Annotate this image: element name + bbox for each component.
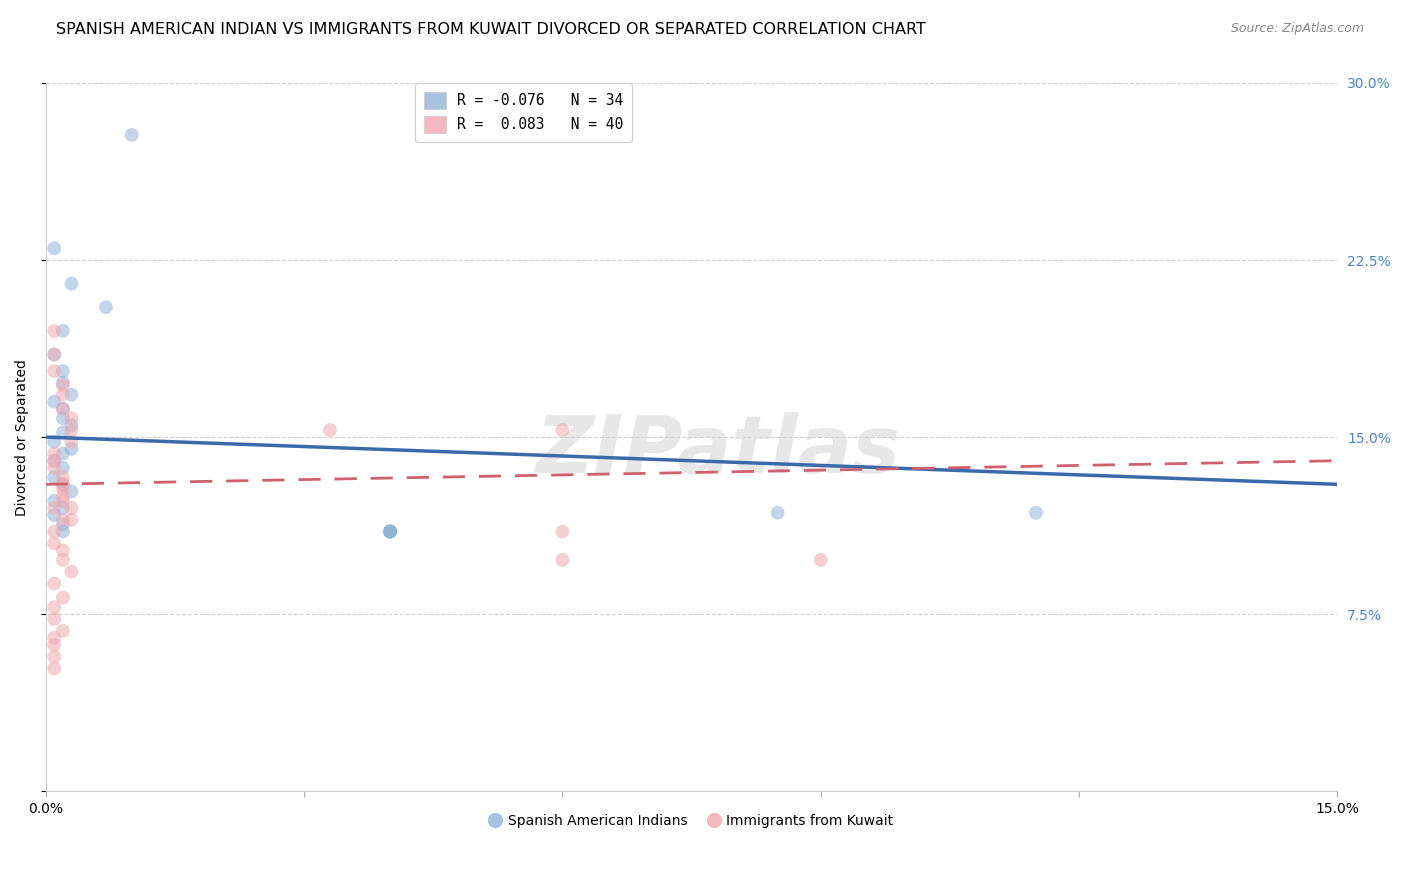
Point — [44, 638, 66, 652]
Point — [60, 500, 83, 515]
Point — [52, 591, 75, 605]
Point — [60, 423, 83, 437]
Point — [52, 517, 75, 532]
Point — [52, 324, 75, 338]
Point — [378, 524, 401, 539]
Point — [60, 513, 83, 527]
Point — [52, 477, 75, 491]
Point — [52, 376, 75, 390]
Point — [52, 387, 75, 401]
Point — [378, 524, 401, 539]
Point — [52, 513, 75, 527]
Point — [52, 411, 75, 425]
Point — [44, 347, 66, 361]
Point — [52, 378, 75, 392]
Point — [378, 524, 401, 539]
Point — [60, 277, 83, 291]
Text: Source: ZipAtlas.com: Source: ZipAtlas.com — [1230, 22, 1364, 36]
Point — [44, 470, 66, 484]
Point — [60, 434, 83, 449]
Point — [44, 612, 66, 626]
Point — [52, 470, 75, 484]
Point — [44, 536, 66, 550]
Point — [52, 425, 75, 440]
Point — [52, 401, 75, 416]
Point — [60, 484, 83, 499]
Point — [44, 394, 66, 409]
Point — [44, 347, 66, 361]
Point — [94, 300, 117, 314]
Point — [60, 418, 83, 433]
Point — [52, 482, 75, 496]
Point — [60, 565, 83, 579]
Point — [52, 489, 75, 503]
Point — [551, 553, 574, 567]
Point — [44, 434, 66, 449]
Text: ZIPatlas: ZIPatlas — [534, 412, 900, 491]
Point — [60, 442, 83, 456]
Point — [378, 524, 401, 539]
Point — [44, 453, 66, 467]
Point — [378, 524, 401, 539]
Point — [319, 423, 342, 437]
Point — [52, 477, 75, 491]
Point — [44, 508, 66, 522]
Point — [44, 324, 66, 338]
Point — [52, 543, 75, 558]
Point — [60, 387, 83, 401]
Point — [766, 506, 789, 520]
Legend: Spanish American Indians, Immigrants from Kuwait: Spanish American Indians, Immigrants fro… — [484, 809, 898, 834]
Point — [1025, 506, 1047, 520]
Point — [44, 524, 66, 539]
Text: SPANISH AMERICAN INDIAN VS IMMIGRANTS FROM KUWAIT DIVORCED OR SEPARATED CORRELAT: SPANISH AMERICAN INDIAN VS IMMIGRANTS FR… — [56, 22, 927, 37]
Point — [44, 500, 66, 515]
Point — [60, 411, 83, 425]
Point — [44, 460, 66, 475]
Point — [551, 524, 574, 539]
Point — [44, 453, 66, 467]
Point — [44, 493, 66, 508]
Point — [44, 241, 66, 255]
Point — [44, 447, 66, 461]
Point — [44, 631, 66, 645]
Point — [44, 576, 66, 591]
Point — [44, 600, 66, 615]
Point — [44, 649, 66, 664]
Point — [52, 460, 75, 475]
Point — [52, 447, 75, 461]
Point — [44, 661, 66, 675]
Point — [52, 401, 75, 416]
Point — [52, 624, 75, 638]
Point — [52, 553, 75, 567]
Point — [52, 524, 75, 539]
Point — [52, 493, 75, 508]
Point — [44, 364, 66, 378]
Point — [810, 553, 832, 567]
Point — [52, 364, 75, 378]
Point — [121, 128, 143, 142]
Point — [551, 423, 574, 437]
Point — [52, 500, 75, 515]
Y-axis label: Divorced or Separated: Divorced or Separated — [15, 359, 30, 516]
